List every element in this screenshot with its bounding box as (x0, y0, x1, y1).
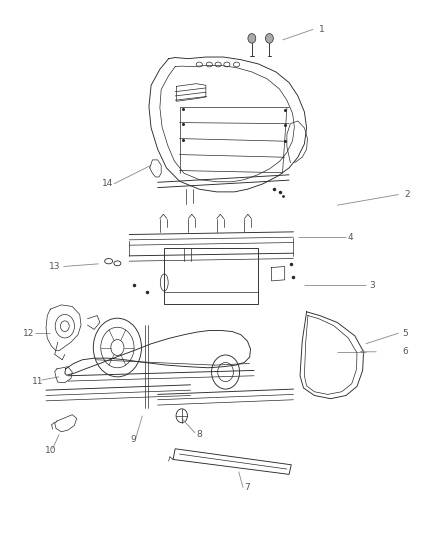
Text: 9: 9 (131, 435, 137, 444)
Text: 10: 10 (45, 446, 56, 455)
Text: 14: 14 (102, 180, 113, 188)
Text: 13: 13 (49, 262, 60, 271)
Text: 4: 4 (348, 233, 353, 241)
Text: 12: 12 (23, 329, 34, 337)
Text: 8: 8 (196, 430, 202, 439)
Text: 2: 2 (405, 190, 410, 199)
Text: 6: 6 (402, 348, 408, 356)
Circle shape (265, 34, 273, 43)
Text: 5: 5 (402, 329, 408, 337)
Text: 3: 3 (369, 281, 375, 289)
Text: 7: 7 (244, 483, 251, 492)
Circle shape (248, 34, 256, 43)
Text: 1: 1 (319, 25, 325, 34)
Text: 11: 11 (32, 377, 43, 385)
